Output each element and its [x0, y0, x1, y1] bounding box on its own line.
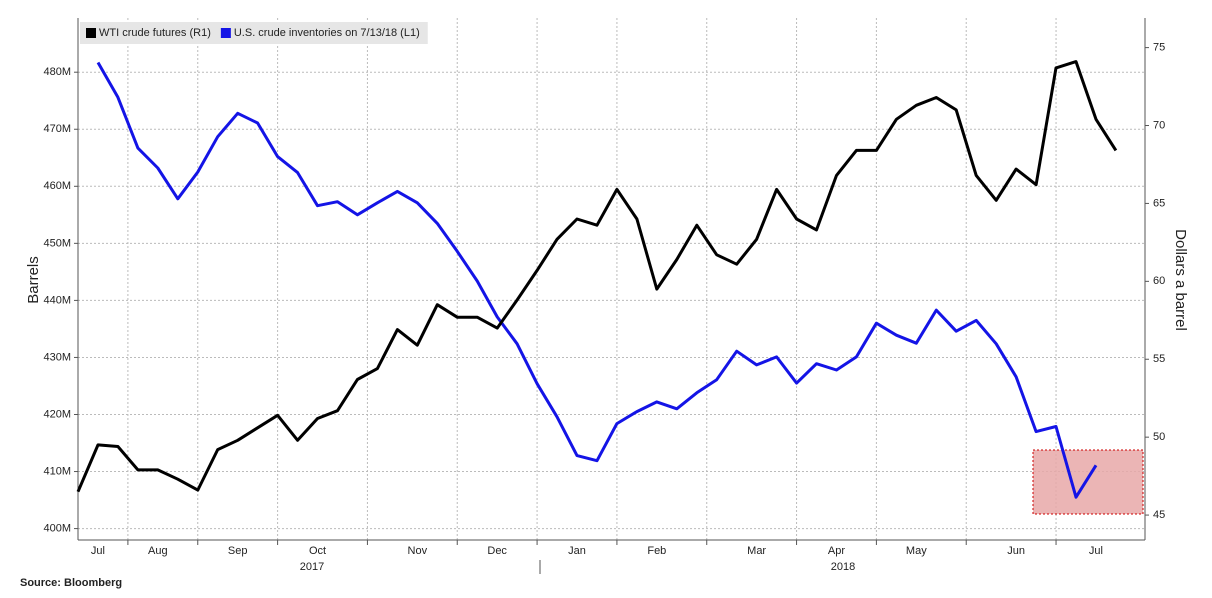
x-tick-label: Jun	[1007, 545, 1025, 557]
y2-tick-label: 55	[1153, 353, 1165, 365]
x-tick-label: Jul	[91, 545, 105, 557]
legend-swatch	[86, 28, 96, 38]
x-tick-label: Feb	[647, 545, 666, 557]
y2-tick-label: 70	[1153, 119, 1165, 131]
legend-label: U.S. crude inventories on 7/13/18 (L1)	[234, 27, 420, 39]
x-tick-label: Mar	[747, 545, 766, 557]
y-tick-label: 460M	[43, 180, 71, 192]
y-tick-label: 400M	[43, 522, 71, 534]
x-tick-label: Nov	[408, 545, 428, 557]
x-tick-label: May	[906, 545, 927, 557]
x-tick-label: Apr	[828, 545, 845, 557]
x-tick-label: Jul	[1089, 545, 1103, 557]
legend-swatch	[220, 28, 231, 38]
series-line	[76, 60, 1118, 493]
y-tick-label: 450M	[43, 237, 71, 249]
y-tick-label: 410M	[43, 465, 71, 477]
source: Source: Bloomberg	[20, 577, 122, 589]
x-tick-label: Sep	[228, 545, 248, 557]
x-tick-label: Aug	[148, 545, 168, 557]
legend-box	[80, 22, 428, 44]
y2-tick-label: 65	[1153, 197, 1165, 209]
y-tick-label: 440M	[43, 294, 71, 306]
year-label: 2018	[831, 561, 855, 573]
year-label: 2017	[300, 561, 324, 573]
highlight-box	[1032, 449, 1144, 515]
x-tick-label: Oct	[309, 545, 326, 557]
y-tick-label: 480M	[43, 66, 71, 78]
x-tick-label: Dec	[487, 545, 507, 557]
y-tick-label: 470M	[43, 123, 71, 135]
y2-tick-label: 50	[1153, 431, 1165, 443]
series-line	[96, 61, 1098, 499]
y2-axis-label: Dollars a barrel	[1172, 229, 1189, 331]
y-axis-label: Barrels	[25, 256, 42, 304]
legend-label: WTI crude futures (R1)	[99, 27, 211, 39]
y2-tick-label: 45	[1153, 509, 1165, 521]
legend: WTI crude futures (R1) U.S. crude invento…	[80, 22, 428, 44]
y-tick-label: 430M	[43, 351, 71, 363]
y2-tick-label: 75	[1153, 42, 1165, 54]
y-tick-label: 420M	[43, 408, 71, 420]
y2-tick-label: 60	[1153, 275, 1165, 287]
x-tick-label: Jan	[568, 545, 586, 557]
